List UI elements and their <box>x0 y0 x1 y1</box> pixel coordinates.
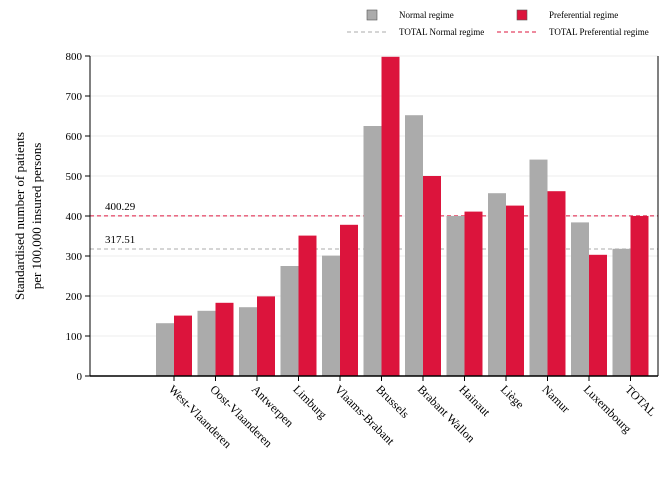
y-tick-label: 0 <box>77 371 83 383</box>
bar <box>571 222 589 376</box>
bar <box>423 176 441 376</box>
bar <box>322 255 340 376</box>
bars <box>156 56 649 377</box>
x-tick-label: Liège <box>498 382 527 411</box>
bar <box>612 248 631 376</box>
x-tick-label: Hainaut <box>456 382 493 419</box>
y-axis-title: Standardised number of patients per 100,0… <box>12 132 44 300</box>
bar <box>630 216 649 376</box>
bar <box>257 296 275 376</box>
y-axis-label: per 100,000 insured persons <box>29 143 44 290</box>
y-tick-label: 600 <box>66 131 83 143</box>
axes: 0100200300400500600700800West-Vlaanderen… <box>66 51 660 451</box>
y-axis-label: Standardised number of patients <box>12 132 27 300</box>
bar <box>215 302 234 376</box>
bar <box>197 310 216 376</box>
y-tick-label: 400 <box>66 211 83 223</box>
bar <box>547 191 566 376</box>
legend-swatch <box>366 9 378 21</box>
y-tick-label: 300 <box>66 251 83 263</box>
bar <box>446 216 465 376</box>
bar <box>506 205 524 376</box>
bar <box>340 224 358 376</box>
bar <box>405 115 423 376</box>
bar <box>464 211 483 376</box>
bar <box>529 159 548 376</box>
legend-label: TOTAL Preferential regime <box>549 27 649 37</box>
bar <box>298 235 317 376</box>
legend-label: TOTAL Normal regime <box>399 27 484 37</box>
legend-label: Preferential regime <box>549 10 618 20</box>
x-tick-label: Limburg <box>290 382 329 421</box>
bar <box>174 315 192 376</box>
y-tick-label: 500 <box>66 171 83 183</box>
bar <box>280 266 299 376</box>
bar <box>488 193 506 376</box>
y-tick-label: 100 <box>66 331 83 343</box>
y-tick-label: 200 <box>66 291 83 303</box>
bar <box>156 323 174 376</box>
legend-label: Normal regime <box>399 10 454 20</box>
legend: Normal regime Preferential regime TOTAL No… <box>347 9 649 37</box>
bar <box>589 254 607 376</box>
bar <box>363 126 382 376</box>
x-tick-label: Brussels <box>373 382 412 421</box>
bar <box>239 307 257 376</box>
reference-line-label: 400.29 <box>105 201 136 213</box>
x-tick-label: TOTAL <box>622 382 659 419</box>
y-tick-label: 700 <box>66 91 83 103</box>
legend-swatch <box>516 9 528 21</box>
y-tick-label: 800 <box>66 51 83 63</box>
bar <box>381 56 400 377</box>
x-tick-label: Namur <box>539 382 572 415</box>
reference-line-label: 317.51 <box>105 234 135 246</box>
